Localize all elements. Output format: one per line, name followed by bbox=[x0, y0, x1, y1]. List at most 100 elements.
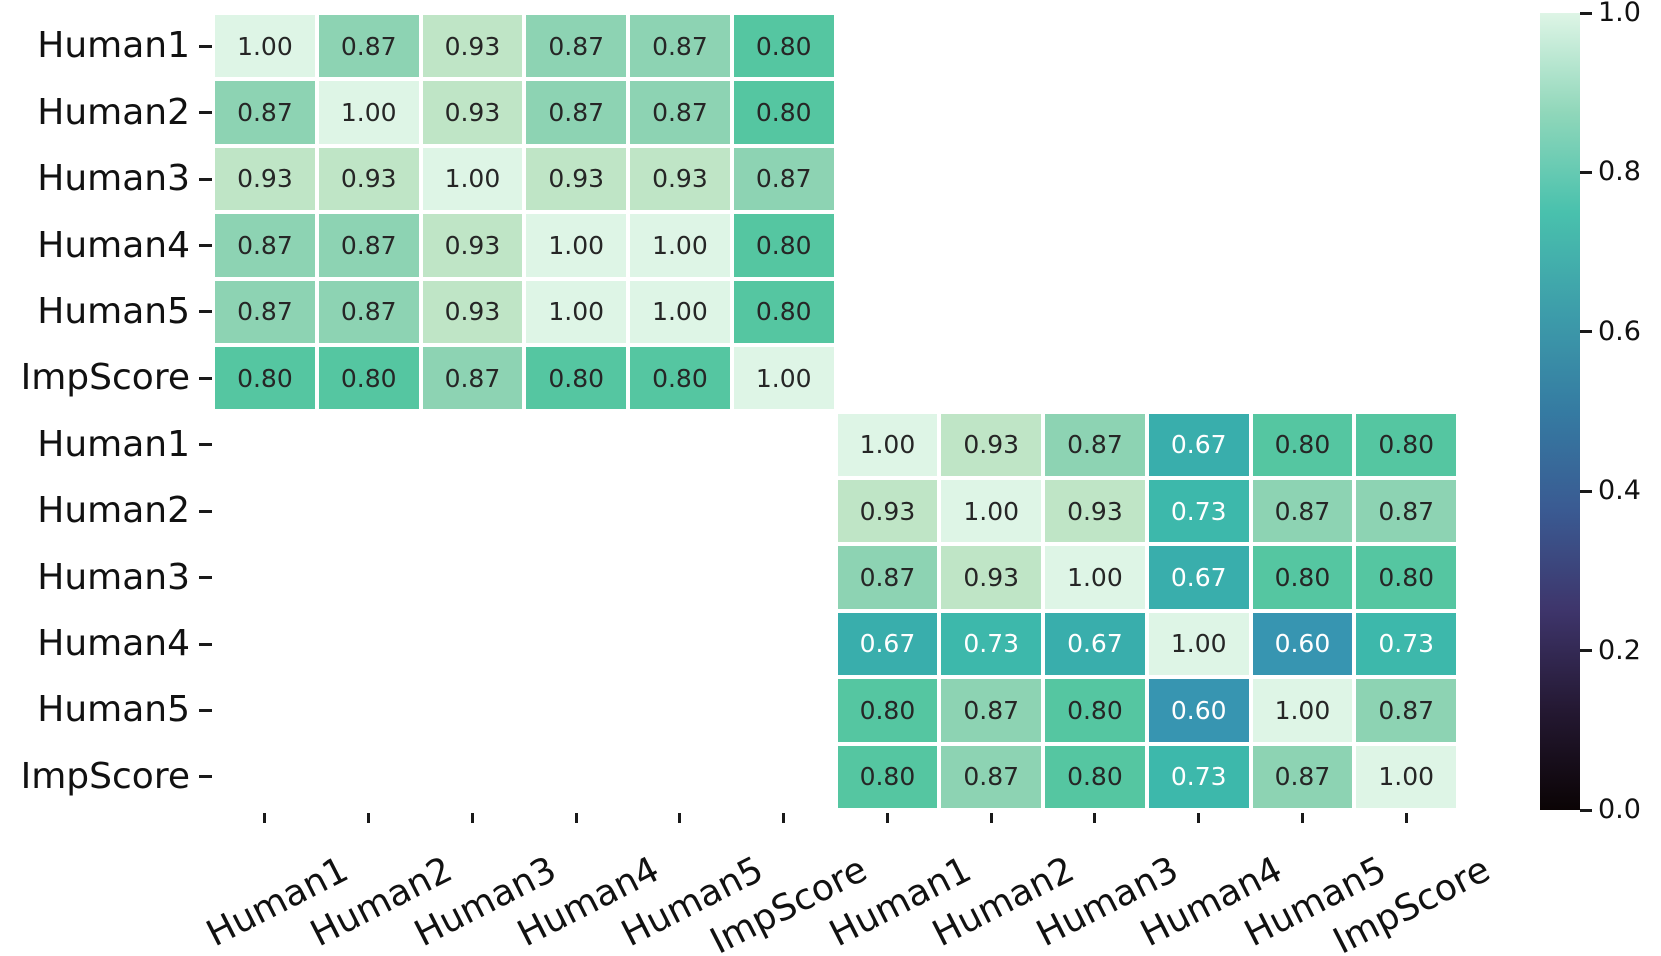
colorbar-tick-mark bbox=[1580, 808, 1592, 812]
heatmap-cell: 0.73 bbox=[939, 610, 1044, 678]
x-tick-mark bbox=[678, 813, 682, 823]
heatmap-cell: 0.73 bbox=[1354, 610, 1459, 678]
heatmap-cell: 0.80 bbox=[1250, 544, 1355, 611]
heatmap-cell: 0.93 bbox=[316, 145, 421, 213]
y-tick-mark bbox=[199, 310, 212, 314]
heatmap-cell: 0.80 bbox=[835, 677, 940, 744]
cell-value: 0.87 bbox=[548, 98, 605, 128]
heatmap-cell: 0.93 bbox=[420, 13, 525, 80]
cell-value: 0.87 bbox=[237, 98, 293, 128]
y-tick-mark bbox=[199, 775, 212, 779]
colorbar-tick-label: 0.2 bbox=[1598, 634, 1641, 666]
heatmap-cell: 0.87 bbox=[524, 79, 629, 146]
heatmap-cell: 0.80 bbox=[835, 743, 940, 810]
heatmap-cell: 1.00 bbox=[420, 145, 525, 213]
cell-value: 0.93 bbox=[237, 164, 293, 194]
x-tick-mark bbox=[1300, 813, 1304, 823]
cell-value: 0.80 bbox=[652, 363, 708, 393]
cell-value: 0.87 bbox=[1274, 496, 1331, 526]
heatmap-cell: 0.80 bbox=[524, 345, 629, 412]
y-tick-label: Human4 bbox=[37, 623, 190, 664]
cell-value: 0.87 bbox=[340, 230, 397, 260]
cell-value: 0.80 bbox=[755, 297, 812, 327]
cell-value: 0.80 bbox=[859, 695, 916, 725]
cell-value: 0.67 bbox=[1170, 430, 1227, 460]
cell-value: 0.87 bbox=[340, 31, 397, 61]
heatmap-cell: 0.87 bbox=[939, 677, 1044, 744]
y-tick-mark bbox=[199, 376, 212, 380]
cell-value: 0.80 bbox=[1378, 562, 1435, 592]
cell-value: 0.93 bbox=[444, 98, 501, 128]
cell-value: 0.87 bbox=[652, 98, 708, 128]
heatmap-cell: 0.93 bbox=[628, 145, 732, 213]
cell-value: 0.93 bbox=[548, 164, 605, 194]
y-tick-label: ImpScore bbox=[20, 755, 190, 797]
colorbar-tick-mark bbox=[1580, 489, 1592, 493]
cell-value: 0.73 bbox=[963, 629, 1020, 659]
x-tick-mark bbox=[367, 813, 371, 823]
heatmap-cell: 0.80 bbox=[213, 345, 317, 412]
y-tick-mark bbox=[199, 244, 212, 247]
colorbar bbox=[1540, 13, 1580, 810]
x-tick-mark bbox=[1404, 813, 1408, 823]
heatmap-cell: 0.93 bbox=[1043, 477, 1147, 545]
colorbar-tick-mark bbox=[1580, 170, 1592, 174]
cell-value: 0.87 bbox=[963, 762, 1020, 792]
heatmap-cell: 0.87 bbox=[1354, 677, 1459, 744]
y-tick-label: Human5 bbox=[37, 689, 190, 731]
heatmap-cell: 0.93 bbox=[835, 477, 940, 545]
cell-value: 0.80 bbox=[859, 762, 916, 792]
heatmap-cell: 0.93 bbox=[213, 145, 317, 213]
cell-value: 1.00 bbox=[548, 230, 605, 260]
cell-value: 0.80 bbox=[1378, 430, 1435, 460]
heatmap-cell: 0.87 bbox=[524, 13, 629, 80]
cell-value: 0.80 bbox=[548, 363, 605, 393]
heatmap-cell: 0.67 bbox=[1043, 610, 1147, 678]
heatmap-cell: 0.87 bbox=[213, 79, 317, 146]
x-tick-mark bbox=[885, 813, 889, 823]
cell-value: 0.67 bbox=[859, 629, 916, 659]
colorbar-tick-mark bbox=[1580, 649, 1592, 653]
cell-value: 0.87 bbox=[548, 31, 605, 61]
colorbar-tick-label: 0.6 bbox=[1598, 315, 1641, 347]
heatmap-cell: 1.00 bbox=[835, 411, 940, 478]
y-tick-label: Human1 bbox=[37, 423, 190, 465]
cell-value: 0.87 bbox=[1274, 762, 1331, 792]
heatmap-cell: 1.00 bbox=[1146, 610, 1251, 678]
y-tick-mark bbox=[199, 642, 212, 646]
cell-value: 1.00 bbox=[444, 164, 501, 194]
cell-value: 0.87 bbox=[859, 562, 916, 592]
cell-value: 0.87 bbox=[340, 297, 397, 327]
cell-value: 1.00 bbox=[859, 430, 916, 460]
heatmap-cell: 0.80 bbox=[1354, 411, 1459, 478]
heatmap-cell: 0.67 bbox=[835, 610, 940, 678]
cell-value: 1.00 bbox=[1067, 562, 1123, 592]
heatmap-cell: 0.67 bbox=[1146, 544, 1251, 611]
y-tick-label: Human4 bbox=[37, 224, 190, 266]
heatmap-cell: 0.80 bbox=[1043, 677, 1147, 744]
cell-value: 0.60 bbox=[1274, 629, 1331, 659]
heatmap-cell: 0.60 bbox=[1250, 610, 1355, 678]
y-tick-label: Human3 bbox=[37, 158, 190, 199]
cell-value: 0.87 bbox=[444, 363, 501, 393]
cell-value: 0.60 bbox=[1170, 695, 1227, 725]
y-tick-label: Human5 bbox=[37, 290, 190, 332]
heatmap-cell: 0.93 bbox=[939, 544, 1044, 611]
x-tick-mark bbox=[989, 813, 993, 823]
heatmap-cell: 0.87 bbox=[1250, 477, 1355, 545]
y-tick-mark bbox=[199, 576, 212, 579]
heatmap-cell: 1.00 bbox=[1354, 743, 1459, 810]
heatmap-cell: 0.73 bbox=[1146, 477, 1251, 545]
y-tick-label: Human2 bbox=[37, 91, 190, 133]
heatmap-cell: 0.87 bbox=[628, 79, 732, 146]
cell-value: 0.87 bbox=[237, 297, 293, 327]
cell-value: 1.00 bbox=[963, 496, 1020, 526]
heatmap-cell: 1.00 bbox=[939, 477, 1044, 545]
heatmap-cell: 1.00 bbox=[316, 79, 421, 146]
colorbar-tick-label: 1.0 bbox=[1598, 0, 1641, 28]
heatmap-cell: 0.87 bbox=[420, 345, 525, 412]
heatmap-cell: 0.80 bbox=[1250, 411, 1355, 478]
cell-value: 1.00 bbox=[340, 98, 397, 128]
heatmap-cell: 1.00 bbox=[524, 278, 629, 346]
